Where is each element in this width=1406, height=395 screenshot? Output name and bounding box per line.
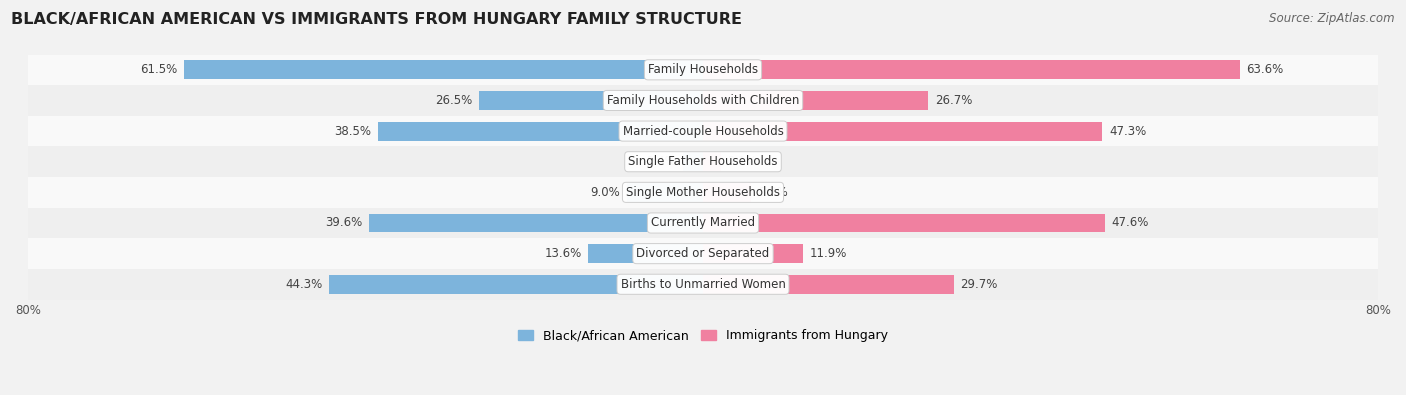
Bar [703,60,1240,79]
Text: 47.6%: 47.6% [1111,216,1149,229]
Text: 2.1%: 2.1% [727,155,758,168]
Text: Births to Unmarried Women: Births to Unmarried Women [620,278,786,291]
Text: 26.5%: 26.5% [436,94,472,107]
Bar [703,214,1105,233]
Text: 44.3%: 44.3% [285,278,322,291]
Bar [184,60,703,79]
Bar [703,183,751,202]
Text: Source: ZipAtlas.com: Source: ZipAtlas.com [1270,12,1395,25]
Bar [378,122,703,141]
Bar [28,177,1378,208]
Text: 61.5%: 61.5% [141,63,177,76]
Text: Family Households with Children: Family Households with Children [607,94,799,107]
Text: 13.6%: 13.6% [544,247,582,260]
Text: 2.4%: 2.4% [647,155,676,168]
Text: 29.7%: 29.7% [960,278,998,291]
Bar [28,238,1378,269]
Text: 39.6%: 39.6% [325,216,363,229]
Bar [703,122,1102,141]
Text: 26.7%: 26.7% [935,94,973,107]
Bar [28,208,1378,238]
Bar [703,91,928,110]
Bar [28,116,1378,147]
Bar [28,269,1378,299]
Text: 38.5%: 38.5% [335,124,371,137]
Text: Currently Married: Currently Married [651,216,755,229]
Bar [703,275,953,294]
Bar [368,214,703,233]
Bar [683,152,703,171]
Legend: Black/African American, Immigrants from Hungary: Black/African American, Immigrants from … [513,324,893,347]
Bar [627,183,703,202]
Bar [28,55,1378,85]
Text: Divorced or Separated: Divorced or Separated [637,247,769,260]
Bar [703,152,721,171]
Text: Single Father Households: Single Father Households [628,155,778,168]
Bar [28,147,1378,177]
Text: BLACK/AFRICAN AMERICAN VS IMMIGRANTS FROM HUNGARY FAMILY STRUCTURE: BLACK/AFRICAN AMERICAN VS IMMIGRANTS FRO… [11,12,742,27]
Text: Married-couple Households: Married-couple Households [623,124,783,137]
Text: Single Mother Households: Single Mother Households [626,186,780,199]
Text: Family Households: Family Households [648,63,758,76]
Text: 9.0%: 9.0% [591,186,620,199]
Text: 11.9%: 11.9% [810,247,848,260]
Bar [703,244,803,263]
Bar [479,91,703,110]
Text: 63.6%: 63.6% [1247,63,1284,76]
Bar [28,85,1378,116]
Bar [329,275,703,294]
Text: 5.7%: 5.7% [758,186,787,199]
Bar [588,244,703,263]
Text: 47.3%: 47.3% [1109,124,1146,137]
